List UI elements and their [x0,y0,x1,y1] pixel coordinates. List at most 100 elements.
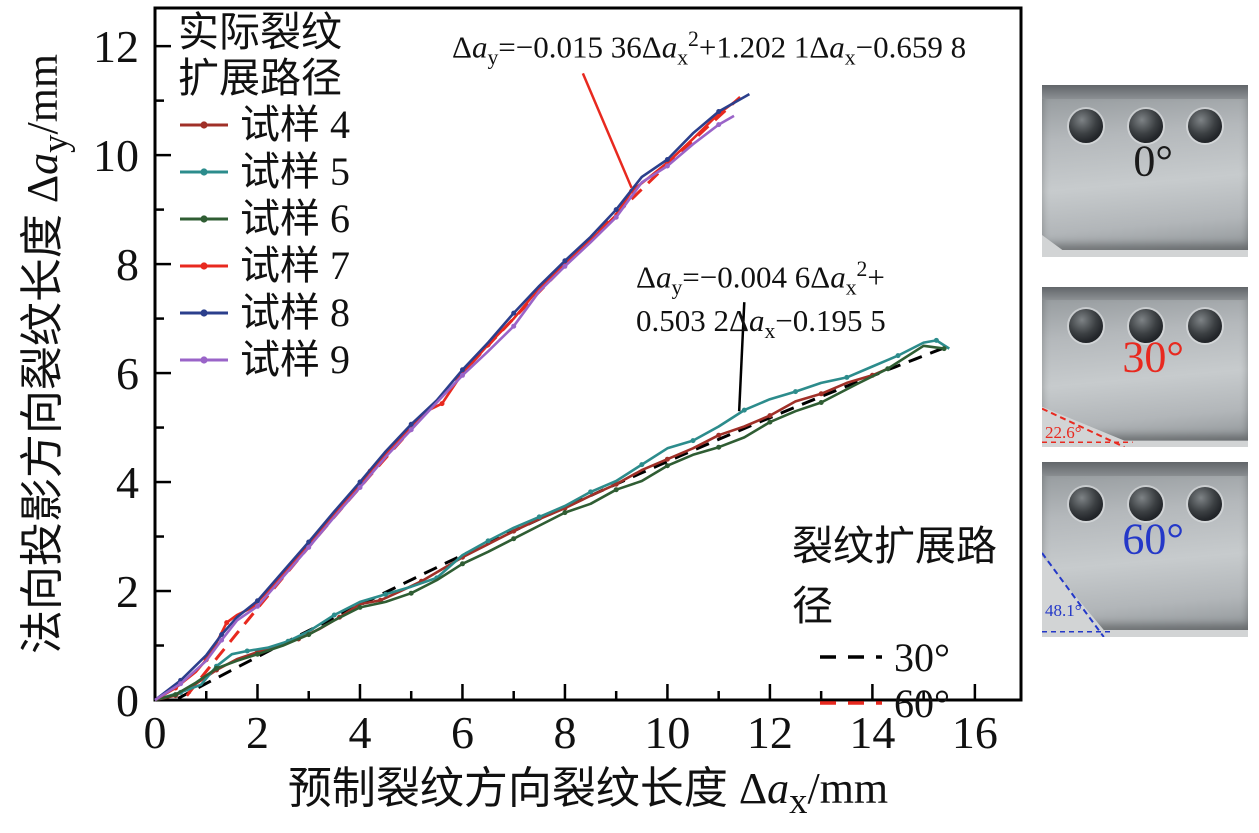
x-tick-label: 14 [849,707,895,758]
series-line [154,344,945,702]
series-marker [690,438,696,444]
legend-line-swatch [180,168,228,176]
measured-angle-label: 48.1° [1045,601,1082,620]
bolt-hole-icon [1188,486,1223,521]
series-marker [639,462,645,468]
series-marker [306,632,312,638]
legend-entry-label: 试样 9 [240,336,350,382]
bolt-hole-icon [1068,109,1103,144]
series-marker [767,413,773,419]
series-marker [511,310,517,316]
series-marker [895,353,901,359]
series-marker [613,481,619,487]
series-marker [818,400,824,405]
specimen-angle-label: 0° [1133,136,1174,186]
bolt-hole-icon [1068,486,1103,521]
annotation-pointer [581,72,633,189]
series-marker [536,514,542,520]
series-marker [941,346,947,352]
legend-line-swatch [180,356,228,364]
legend-entry-label: 试样 7 [240,242,350,288]
legend-entry-label: 试样 5 [240,148,350,194]
photo-background [1042,85,1248,101]
bolt-hole-icon [1068,309,1103,344]
series-marker [357,485,363,490]
legend-title-line1: 实际裂纹 [178,9,342,55]
series-marker [885,366,891,372]
series-marker [408,427,414,433]
series-line [154,367,889,702]
legend-entry-label: 试样 8 [240,289,350,335]
series-marker [562,258,568,264]
x-tick-label: 0 [144,707,167,758]
legend-title-line2: 扩展路径 [178,54,342,101]
series-marker [716,109,722,114]
series-marker [408,590,414,596]
series-marker [173,692,178,698]
fit-path-legend-entries: 30° 60° [792,634,1032,726]
series-marker [844,374,850,380]
series-marker [767,419,773,425]
series-marker [306,544,312,550]
series-marker [485,538,491,544]
annotation-pointer [737,302,746,412]
crack-length-chart: 0 2 4 6 8 10 12 14 16 0 2 4 6 8 10 12 法向投影方向裂纹长度 Δay/mm… [18,6,1032,821]
series-marker [255,598,260,604]
legend-line-swatch [180,309,228,317]
bolt-hole-icon [1188,109,1223,144]
legend-entry-label: 试样 4 [240,101,350,147]
cut-edge-line [1042,407,1133,447]
x-tick-label: 8 [553,707,576,758]
x-tick-label: 16 [952,707,998,758]
legend-entry: 试样 4 [178,102,350,149]
legend-line-swatch [180,121,228,129]
fit-legend-entry-label: 30° [894,634,950,680]
y-tick-label: 10 [93,130,139,181]
x-tick-label: 4 [348,707,371,758]
y-tick-label: 8 [116,239,139,290]
series-line [154,114,735,702]
x-tick-label: 12 [747,707,793,758]
photo-background [1042,287,1248,302]
x-tick-label: 2 [246,707,269,758]
series-marker [460,367,465,373]
series-marker [357,479,363,485]
series-marker [383,591,389,597]
series-marker [219,632,225,638]
series-marker [613,487,619,493]
series-marker [716,444,722,450]
y-tick-label: 4 [116,457,139,508]
series-marker [664,163,670,169]
y-axis-title: 法向投影方向裂纹长度 Δay/mm [18,53,75,655]
series-marker [588,489,594,495]
series-marker [716,122,722,128]
y-tick-label: 6 [116,348,139,399]
legend-entry: 试样 8 [178,290,350,337]
legend-entry: 试样 6 [178,196,350,243]
series-marker [716,432,722,438]
series-marker [793,389,798,395]
series-marker [460,372,465,378]
legend-entry-label: 试样 6 [240,195,350,241]
photo-background [1042,462,1248,478]
series-marker [357,604,363,610]
series-marker [178,681,184,687]
bolt-hole-icon [1128,109,1163,144]
fit-legend-entry: 60° [792,680,1032,726]
series-marker [255,651,260,657]
series-marker [306,539,312,545]
specimen-photo: 48.1° 60° [1042,462,1248,637]
fit-legend-title: 裂纹扩展路径 [792,523,997,629]
series-marker [224,620,230,626]
series-marker [511,323,517,329]
fit-legend-entry: 30° [792,634,1032,680]
cut-edge-line [1042,552,1113,637]
series-marker [460,561,465,567]
series-marker [562,263,568,269]
series-marker [818,391,824,397]
specimen-photo: 0° [1042,85,1248,257]
series-marker [214,665,219,671]
actual-path-legend-entries: 试样 4 试样 5 试样 6 试样 7 试样 8 试样 9 [178,102,350,384]
legend-entry: 试样 9 [178,337,350,384]
